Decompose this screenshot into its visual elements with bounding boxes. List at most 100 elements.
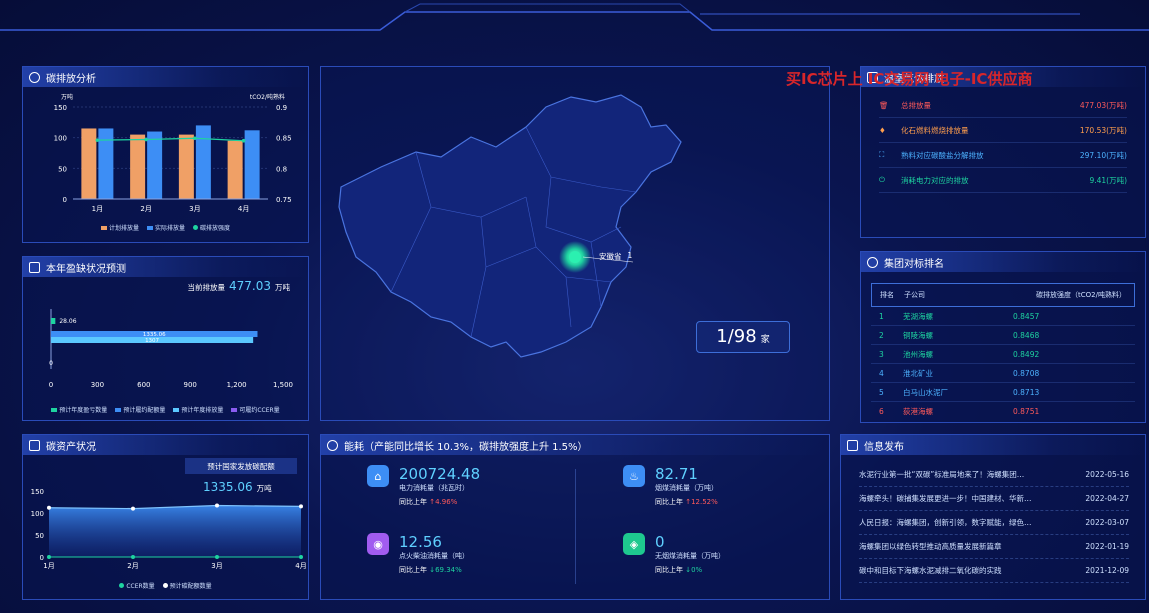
legend-swatch [231,407,238,412]
bar-plan[interactable] [178,134,194,199]
news-item[interactable]: 碳中和目标下海螺水泥减排二氧化碳的实践 2021-12-09 [859,559,1129,583]
bar-actual[interactable] [98,128,114,199]
news-title[interactable]: 水泥行业第一批“双碳”标准局地来了！海螺集团… [859,470,1025,479]
news-date: 2022-04-27 [1085,494,1129,503]
power-icon: ⏻ [879,175,885,184]
energy-label: 烟煤消耗量（万吨） [655,484,718,492]
quota-point[interactable] [47,505,51,510]
quota-point[interactable] [131,506,135,511]
compare-delta: ↑4.96% [429,498,458,506]
energy-item-anthracite: ◈ 0 无烟煤消耗量（万吨） 同比上年 ↓0% [623,533,725,575]
intensity-line [97,137,244,142]
location-dot[interactable] [569,251,581,263]
news-date: 2022-01-19 [1085,542,1129,551]
news-title[interactable]: 人民日报：海螺集团，创新引领，数字赋能，绿色… [859,518,1032,527]
china-map [338,94,682,358]
ghg-label: 消耗电力对应的排放 [901,175,969,185]
panel-header: 能耗（产能同比增长 10.3%，碳排放强度上升 1.5%） [321,435,829,455]
legend-item: 预计年度排放量 [173,405,223,414]
ghg-value: 170.53(万吨) [1079,125,1127,135]
intensity-point[interactable] [144,137,148,142]
intensity-value: 0.8457 [1013,311,1040,321]
news-title[interactable]: 碳中和目标下海螺水泥减排二氧化碳的实践 [859,566,1002,575]
compare-delta: ↑12.52% [685,498,718,506]
intensity-value: 0.8751 [1013,407,1040,416]
news-item[interactable]: 人民日报：海螺集团，创新引领，数字赋能，绿色… 2022-03-07 [859,511,1129,535]
panel-title: 碳排放分析 [46,73,96,85]
news-item[interactable]: 海螺集团以绿色转型推动高质量发展新篇章 2022-01-19 [859,535,1129,559]
company-name: 铜陵海螺 [903,330,933,340]
carbon-analysis-chart: 万吨 tCO2/吨熟料 150 100 50 0 0.9 0.85 0.8 0.75 1月 2月 3月 4… [54,93,292,213]
x-tick-label: 1月 [92,205,103,213]
chart-legend: 预计年度盈亏数量 预计履约配额量 预计年度排放量 可履约CCER量 [23,405,308,414]
quota-point[interactable] [299,504,303,509]
panel-title: 碳资产状况 [46,441,96,453]
panel-header: 本年盈缺状况预测 [23,257,308,277]
x-tick-label: 2月 [140,205,151,213]
y-tick-label: 0 [63,196,67,204]
company-counter: 1/98 家 [696,321,790,353]
y-tick-label: 50 [35,532,44,540]
y-tick-label: 150 [31,488,44,496]
bar-actual[interactable] [244,130,260,199]
energy-value: 12.56 [399,533,442,551]
legend-swatch [193,225,198,230]
ghg-label: 化石燃料燃烧排放量 [901,125,969,135]
news-item[interactable]: 海螺牵头！碳捕集发展更进一步！中国建材、华新… 2022-04-27 [859,487,1129,511]
compare-label: 同比上年 [655,566,683,574]
document-icon [29,261,40,273]
col-intensity: 碳排放强度（tCO2/吨熟料） [1036,291,1126,299]
bar-plan[interactable] [81,128,97,199]
energy-compare: 同比上年 ↓0% [655,565,725,575]
panel-title: 本年盈缺状况预测 [46,263,126,275]
fire-icon: ♨ [623,465,645,487]
news-date: 2021-12-09 [1085,566,1129,575]
bar-plan[interactable] [130,134,146,199]
x-tick-label: 2月 [127,562,138,570]
bar-plan[interactable] [227,140,243,199]
top-title-bar [0,3,1149,31]
news-item[interactable]: 水泥行业第一批“双碳”标准局地来了！海螺集团… 2022-05-16 [859,463,1129,487]
bar-actual[interactable] [195,125,211,199]
legend-label: 预计履约配额量 [123,407,166,414]
panel-title: 信息发布 [864,441,904,453]
ranking-table: 排名 子公司 碳排放强度（tCO2/吨熟料） 1 芜湖海螺 0.8457 2 铜陵海螺… [871,283,1135,421]
quota-line [48,504,302,510]
legend-item: 实际排放量 [146,223,185,232]
y2-tick-label: 0.8 [276,165,287,173]
province-borders [390,126,637,338]
intensity-point[interactable] [241,138,246,143]
ghg-value: 477.03(万吨) [1079,100,1127,110]
intensity-point[interactable] [193,136,197,141]
energy-item-power: ⌂ 200724.48 电力消耗量（兆瓦时） 同比上年 ↑4.96% [367,465,480,507]
province-count: 1 [627,251,633,260]
ghg-row: ♦ 化石燃料燃烧排放量 170.53(万吨) [879,118,1127,143]
ghg-value: 297.10(万吨) [1079,150,1127,160]
bar-actual[interactable] [147,131,163,199]
x-tick-label: 1,500 [273,381,293,389]
compare-label: 同比上年 [655,498,683,506]
intensity-point[interactable] [95,138,100,142]
rank-badge: 3 [879,349,884,359]
current-emission-value: 477.03 [229,279,271,293]
energy-label: 电力消耗量（兆瓦时） [399,484,469,492]
compare-delta: ↓0% [685,566,703,574]
quota-point[interactable] [215,503,219,508]
scan-icon: ⛶ [879,150,885,159]
legend-label: 预计年度盈亏数量 [59,407,108,414]
panel-header: 碳排放分析 [23,67,308,87]
news-title[interactable]: 海螺集团以绿色转型推动高质量发展新篇章 [859,542,1002,551]
legend-item: 预计履约配额量 [115,405,165,414]
clock-icon [867,256,878,268]
gap-forecast-panel: 本年盈缺状况预测 当前排放量 477.03 万吨 28.06 1335.06 130… [22,256,309,421]
energy-compare: 同比上年 ↑4.96% [399,497,480,507]
ranking-row: 3 池州海螺 0.8492 [871,345,1135,364]
bar-2[interactable] [51,337,254,343]
news-title[interactable]: 海螺牵头！碳捕集发展更进一步！中国建材、华新… [859,494,1032,503]
rank-badge: 5 [879,387,884,397]
bar-0[interactable] [51,318,56,324]
map-province-label: 安徽省 1 [599,251,632,262]
bar-value-label: 0 [49,360,53,367]
bar-1[interactable] [51,331,258,337]
